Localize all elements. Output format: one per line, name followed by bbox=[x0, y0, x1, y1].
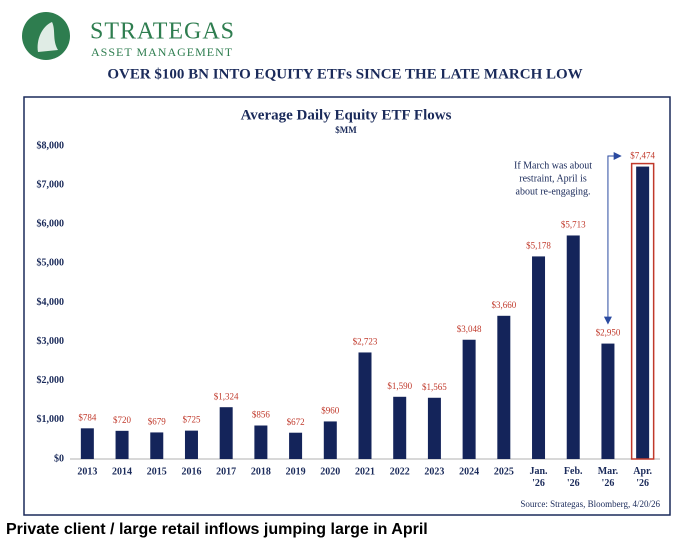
value-label: $679 bbox=[148, 416, 167, 426]
x-tick-label: 2014 bbox=[112, 466, 132, 477]
y-tick-label: $4,000 bbox=[37, 297, 65, 308]
value-label: $1,324 bbox=[214, 391, 239, 401]
y-tick-label: $8,000 bbox=[37, 140, 65, 151]
bar bbox=[427, 397, 441, 459]
x-tick-label: 2023 bbox=[424, 466, 444, 477]
x-tick-label: 2025 bbox=[494, 466, 514, 477]
logo-figure bbox=[37, 22, 58, 52]
value-label: $3,660 bbox=[491, 300, 516, 310]
y-tick-label: $2,000 bbox=[37, 375, 65, 386]
value-label: $2,723 bbox=[353, 337, 378, 347]
y-tick-label: $6,000 bbox=[37, 219, 65, 230]
annotation: about re-engaging. bbox=[516, 186, 591, 197]
value-label: $1,590 bbox=[387, 381, 412, 391]
subbrand: ASSET MANAGEMENT bbox=[91, 45, 233, 59]
source: Source: Strategas, Bloomberg, 4/20/26 bbox=[520, 499, 660, 509]
value-label: $5,178 bbox=[526, 240, 551, 250]
y-tick-label: $3,000 bbox=[37, 336, 65, 347]
value-label: $672 bbox=[287, 417, 305, 427]
x-tick-label: Apr. '26 bbox=[633, 466, 652, 489]
value-label: $7,474 bbox=[630, 151, 655, 161]
x-tick-label: 2018 bbox=[251, 466, 271, 477]
x-tick-label: Feb. '26 bbox=[564, 466, 583, 489]
bar bbox=[601, 343, 615, 459]
y-tick-label: $1,000 bbox=[37, 414, 65, 425]
value-label: $960 bbox=[321, 406, 340, 416]
x-tick-label: 2021 bbox=[355, 466, 375, 477]
x-tick-label: 2017 bbox=[216, 466, 236, 477]
annotation: If March was about bbox=[514, 160, 592, 171]
value-label: $784 bbox=[78, 412, 97, 422]
chart-frame bbox=[23, 96, 671, 516]
headline: OVER $100 BN INTO EQUITY ETFs SINCE THE … bbox=[107, 66, 582, 82]
value-label: $720 bbox=[113, 415, 132, 425]
value-label: $2,950 bbox=[596, 328, 621, 338]
y-tick-label: $5,000 bbox=[37, 258, 65, 269]
value-label: $856 bbox=[252, 410, 271, 420]
bar bbox=[497, 315, 511, 459]
bar bbox=[566, 235, 580, 459]
bar bbox=[254, 425, 268, 459]
bar bbox=[393, 396, 407, 459]
bar bbox=[80, 428, 94, 459]
x-tick-label: 2016 bbox=[181, 466, 201, 477]
bar bbox=[462, 339, 476, 459]
x-tick-label: 2020 bbox=[320, 466, 340, 477]
bar bbox=[532, 256, 546, 459]
arrow bbox=[607, 152, 622, 200]
x-tick-label: 2013 bbox=[77, 466, 97, 477]
x-tick-label: Jan. '26 bbox=[529, 466, 548, 489]
value-label: $1,565 bbox=[422, 382, 447, 392]
bar bbox=[184, 430, 198, 459]
bar bbox=[115, 430, 129, 459]
y-tick-label: $7,000 bbox=[37, 179, 65, 190]
bar bbox=[150, 432, 164, 459]
value-label: $725 bbox=[182, 415, 201, 425]
bar bbox=[358, 352, 372, 459]
bar bbox=[289, 432, 303, 459]
x-tick-label: 2022 bbox=[390, 466, 410, 477]
annotation: restraint, April is bbox=[519, 173, 587, 184]
chart-title: Average Daily Equity ETF Flows bbox=[241, 107, 452, 123]
y-tick-label: $0 bbox=[54, 453, 64, 464]
x-tick-label: 2024 bbox=[459, 466, 479, 477]
bar bbox=[636, 166, 650, 459]
value-label: $5,713 bbox=[561, 220, 586, 230]
caption: Private client / large retail inflows ju… bbox=[6, 521, 428, 538]
value-label: $3,048 bbox=[457, 324, 482, 334]
brand: STRATEGAS bbox=[90, 19, 235, 45]
bar bbox=[323, 421, 337, 459]
highlight-box bbox=[630, 162, 655, 460]
bar bbox=[219, 407, 233, 459]
x-tick-label: 2015 bbox=[147, 466, 167, 477]
chart-subtitle: $MM bbox=[335, 125, 357, 135]
x-tick-label: Mar. '26 bbox=[598, 466, 619, 489]
x-tick-label: 2019 bbox=[286, 466, 306, 477]
